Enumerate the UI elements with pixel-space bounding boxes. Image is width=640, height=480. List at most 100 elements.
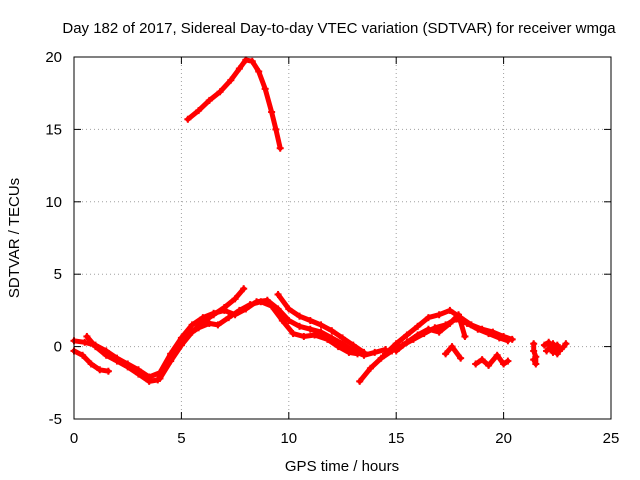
data-point xyxy=(532,360,540,368)
data-point xyxy=(248,57,256,65)
y-axis-title: SDTVAR / TECUs xyxy=(6,178,23,298)
data-point xyxy=(500,360,508,368)
data-point xyxy=(96,366,104,374)
data-point xyxy=(530,356,538,364)
data-point xyxy=(392,347,400,355)
data-point xyxy=(227,76,235,84)
data-point xyxy=(562,340,570,348)
data-point xyxy=(371,348,379,356)
data-point xyxy=(199,318,207,326)
data-point xyxy=(323,335,331,343)
data-point xyxy=(461,332,469,340)
data-point xyxy=(500,332,508,340)
y-tick-label: 10 xyxy=(45,194,62,211)
data-point xyxy=(435,311,443,319)
data-point xyxy=(446,319,454,327)
data-point xyxy=(177,341,185,349)
data-point xyxy=(508,335,516,343)
x-tick-label: 0 xyxy=(70,430,78,447)
y-tick-label: 0 xyxy=(54,339,62,356)
data-point xyxy=(414,331,422,339)
data-point xyxy=(285,305,293,313)
data-point xyxy=(210,311,218,319)
data-point xyxy=(278,317,286,325)
data-point xyxy=(493,351,501,359)
data-point xyxy=(424,314,432,322)
data-point xyxy=(272,125,280,133)
data-point xyxy=(478,325,486,333)
data-point xyxy=(540,341,548,349)
data-point xyxy=(104,367,112,375)
data-point xyxy=(188,321,196,329)
data-point xyxy=(216,88,224,96)
data-point xyxy=(317,328,325,336)
data-point xyxy=(457,354,465,362)
data-point xyxy=(188,328,196,336)
x-tick-label: 15 xyxy=(388,430,405,447)
data-point xyxy=(261,85,269,93)
data-point xyxy=(167,357,175,365)
data-point xyxy=(205,319,213,327)
data-point xyxy=(489,328,497,336)
series-trace xyxy=(393,312,468,354)
data-point xyxy=(81,338,89,346)
data-point xyxy=(184,115,192,123)
data-point xyxy=(543,347,551,355)
data-point xyxy=(478,356,486,364)
chart-title: Day 182 of 2017, Sidereal Day-to-day VTE… xyxy=(62,20,616,37)
data-point xyxy=(467,321,475,329)
data-point xyxy=(377,354,385,362)
data-point xyxy=(91,343,99,351)
data-point xyxy=(235,65,243,73)
data-point xyxy=(356,377,364,385)
data-point xyxy=(317,321,325,329)
data-point xyxy=(195,107,203,115)
data-point xyxy=(403,331,411,339)
data-point xyxy=(446,306,454,314)
data-point xyxy=(530,347,538,355)
data-point xyxy=(334,343,342,351)
data-point xyxy=(268,108,276,116)
x-tick-label: 5 xyxy=(177,430,185,447)
data-point xyxy=(339,334,346,342)
data-point xyxy=(349,341,357,349)
data-point xyxy=(549,340,557,348)
data-point xyxy=(414,322,422,330)
data-point xyxy=(235,306,243,314)
data-point xyxy=(300,332,308,340)
data-point xyxy=(311,331,319,339)
data-point xyxy=(296,322,304,330)
data-point xyxy=(354,350,362,358)
data-point xyxy=(113,357,121,365)
x-tick-label: 10 xyxy=(280,430,297,447)
data-point xyxy=(124,363,132,371)
data-point xyxy=(289,330,297,338)
data-point xyxy=(257,298,265,306)
y-tick-label: 5 xyxy=(54,266,62,283)
data-point xyxy=(214,321,222,329)
data-point xyxy=(435,328,443,336)
data-point xyxy=(485,361,493,369)
grid-layer xyxy=(74,57,611,419)
data-point xyxy=(392,340,400,348)
data-point xyxy=(345,348,353,356)
x-axis-title: GPS time / hours xyxy=(285,458,399,475)
data-point xyxy=(403,338,411,346)
data-point xyxy=(454,311,462,319)
data-point xyxy=(205,96,213,104)
data-point xyxy=(381,350,389,358)
data-layer xyxy=(70,56,570,385)
data-point xyxy=(296,312,304,320)
data-point xyxy=(285,317,293,325)
data-point xyxy=(448,343,456,351)
data-point xyxy=(306,317,314,325)
data-point xyxy=(274,290,282,298)
data-point xyxy=(366,364,374,372)
data-point xyxy=(255,67,263,75)
data-point xyxy=(225,314,233,322)
y-tick-label: -5 xyxy=(49,411,62,428)
data-point xyxy=(328,327,336,335)
data-point xyxy=(530,340,538,348)
y-tick-label: 15 xyxy=(45,121,62,138)
